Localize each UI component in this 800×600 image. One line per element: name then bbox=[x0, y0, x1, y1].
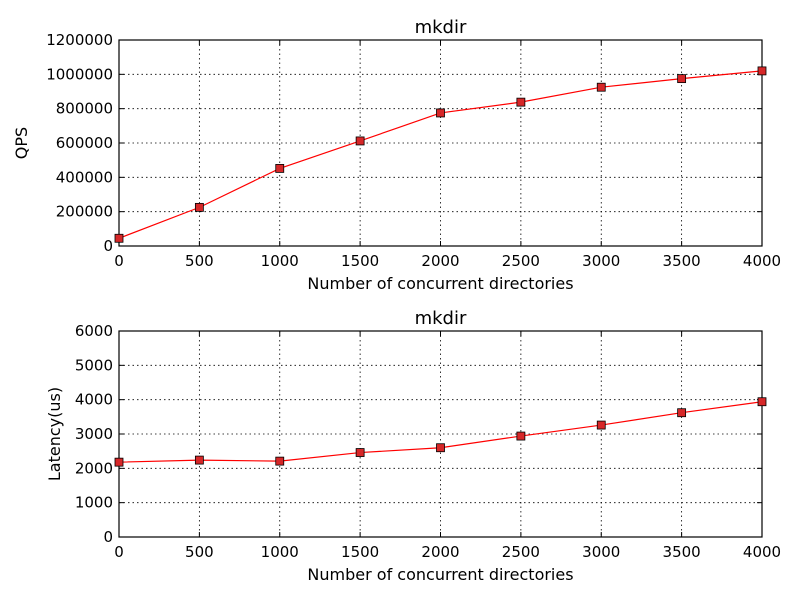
data-point-marker bbox=[194, 202, 204, 212]
x-tick-label: 4000 bbox=[743, 252, 781, 270]
x-tick-label: 3500 bbox=[663, 252, 701, 270]
x-tick-label: 1000 bbox=[261, 252, 299, 270]
x-tick-label: 0 bbox=[114, 543, 124, 561]
y-tick-label: 1200000 bbox=[46, 31, 113, 49]
data-point-marker bbox=[436, 108, 445, 118]
subplot-2: 0 500 1000 1500 2000 2500 3000 3500 4000 0 1000 200… bbox=[45, 308, 781, 584]
y-tick-label: 600000 bbox=[56, 134, 113, 152]
x-tick-label: 3500 bbox=[663, 543, 701, 561]
data-point-marker bbox=[516, 431, 526, 441]
data-point-marker bbox=[275, 164, 285, 173]
y-tick-label: 800000 bbox=[56, 100, 113, 118]
y-tick-label: 4000 bbox=[75, 391, 113, 409]
data-point-marker bbox=[355, 448, 365, 457]
data-point-marker bbox=[677, 408, 687, 418]
x-tick-label: 0 bbox=[114, 252, 124, 270]
x-tick-label: 2500 bbox=[502, 252, 540, 270]
data-point-marker bbox=[436, 443, 445, 453]
x-tick-label: 2000 bbox=[421, 543, 459, 561]
y-tick-label: 2000 bbox=[75, 459, 113, 477]
chart-title: mkdir bbox=[415, 17, 467, 38]
chart-title: mkdir bbox=[415, 308, 467, 329]
x-tick-label: 3000 bbox=[582, 252, 620, 270]
x-tick-label: 4000 bbox=[743, 543, 781, 561]
data-point-marker bbox=[114, 457, 124, 467]
x-axis-label: Number of concurrent directories bbox=[307, 274, 573, 293]
x-tick-label: 2000 bbox=[421, 252, 459, 270]
plot-frame bbox=[118, 330, 763, 538]
series-line bbox=[118, 70, 763, 239]
data-point-marker bbox=[757, 66, 767, 76]
y-axis-label: Latency(us) bbox=[45, 387, 64, 481]
x-tick-label: 1000 bbox=[261, 543, 299, 561]
x-axis-label: Number of concurrent directories bbox=[307, 565, 573, 584]
subplot-1: 0 500 1000 1500 2000 2500 3000 3500 4000 0 200000 4… bbox=[12, 17, 781, 293]
data-point-marker bbox=[596, 420, 606, 430]
y-tick-label: 200000 bbox=[56, 203, 113, 221]
x-tick-label: 1500 bbox=[341, 543, 379, 561]
x-tick-label: 2500 bbox=[502, 543, 540, 561]
data-point-marker bbox=[596, 82, 606, 92]
x-tick-label: 500 bbox=[185, 252, 214, 270]
x-tick-label: 3000 bbox=[582, 543, 620, 561]
y-tick-label: 0 bbox=[103, 237, 113, 255]
x-tick-label: 1500 bbox=[341, 252, 379, 270]
x-tick-label: 500 bbox=[185, 543, 214, 561]
data-point-marker bbox=[516, 97, 526, 107]
y-tick-label: 5000 bbox=[75, 356, 113, 374]
data-point-marker bbox=[114, 233, 124, 243]
y-tick-label: 1000000 bbox=[46, 65, 113, 83]
data-point-marker bbox=[677, 74, 687, 84]
data-point-marker bbox=[757, 397, 767, 407]
y-tick-label: 1000 bbox=[75, 494, 113, 512]
data-point-marker bbox=[194, 455, 204, 465]
y-tick-label: 400000 bbox=[56, 168, 113, 186]
data-point-marker bbox=[355, 136, 365, 146]
y-tick-label: 6000 bbox=[75, 322, 113, 340]
y-axis-label: QPS bbox=[12, 127, 31, 159]
plot-frame bbox=[118, 39, 763, 247]
y-tick-label: 0 bbox=[103, 528, 113, 546]
y-tick-label: 3000 bbox=[75, 425, 113, 443]
data-point-marker bbox=[275, 456, 285, 466]
